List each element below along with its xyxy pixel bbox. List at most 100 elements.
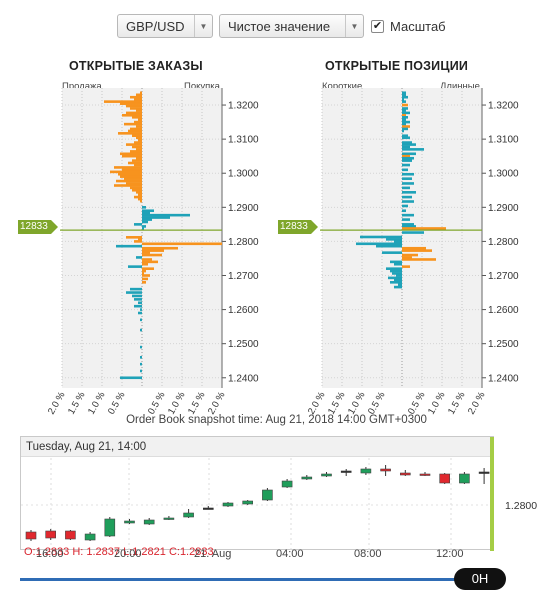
depth-bar [140,318,142,322]
positions-long-label: Длинные [440,81,480,92]
depth-bar [402,109,406,112]
depth-bar [402,103,408,107]
candle-body [203,507,214,510]
depth-bar [390,269,402,273]
depth-bar [120,152,142,156]
candle-body [84,533,96,541]
depth-bar [136,93,142,97]
depth-bar [386,267,402,270]
depth-bar [126,111,142,115]
depth-bar [402,141,412,144]
depth-bar [130,127,142,131]
price-history-chart[interactable]: Tuesday, Aug 21, 14:00 1.2800 [20,436,537,551]
depth-bar [130,150,142,153]
depth-bar [142,213,190,217]
timeline-slider-track[interactable] [20,578,458,581]
timeline-slider-handle[interactable]: 0H [454,568,506,590]
depth-bar [140,91,142,95]
depth-bar [134,298,142,301]
depth-bar [402,116,408,119]
depth-bar [402,95,408,99]
y-tick-label: 1.2900 [228,203,259,214]
depth-bar [130,186,142,190]
depth-bar [402,129,404,133]
depth-bar [402,191,416,194]
depth-bar [134,141,142,144]
y-tick-label: 1.3000 [228,169,259,180]
depth-bar [402,156,414,160]
depth-bar [382,251,402,254]
depth-bar [110,170,142,174]
depth-bar [142,209,154,213]
depth-bar [116,179,142,183]
depth-bar [136,148,142,151]
depth-bar [136,256,142,259]
y-tick-label: 1.2700 [488,271,519,282]
depth-bar [136,156,142,160]
depth-bar [402,195,412,199]
candle-body [419,473,431,476]
positions-current-price: 12833 [278,220,311,234]
depth-bar [134,223,142,226]
depth-bar [140,199,142,203]
y-tick-label: 1.3100 [228,135,259,146]
depth-bar [402,107,408,110]
depth-bar [402,218,410,221]
depth-bar [402,213,414,217]
depth-bar [136,136,142,140]
depth-bar [140,369,142,373]
depth-bar [126,143,142,146]
depth-bar [402,134,408,138]
y-tick-label: 1.2400 [228,373,259,384]
depth-bar [134,304,142,308]
depth-bar [402,159,412,162]
depth-bar [128,129,142,133]
currency-pair-value: GBP/USD [126,18,185,34]
depth-bar [104,100,142,103]
depth-bar [402,143,416,146]
depth-bar [402,154,410,158]
y-tick-label: 1.2800 [488,237,519,248]
y-tick-label: 1.3100 [488,135,519,146]
y-tick-label: 1.2400 [488,373,519,384]
depth-bar [402,253,418,257]
depth-bar [142,225,146,228]
y-tick-label: 1.2600 [488,305,519,316]
scale-checkbox[interactable]: ✔ [371,19,384,33]
depth-bar [126,104,142,108]
depth-bar [118,132,142,135]
depth-bar [126,182,142,185]
depth-bar [142,211,150,215]
depth-bar [140,308,142,311]
depth-bar [136,125,142,128]
depth-bar [402,168,408,172]
depth-bar [120,102,142,105]
depth-bar [140,345,142,349]
depth-bar [142,249,164,252]
depth-bar [132,159,142,162]
candle-body [65,530,76,540]
candle-body [301,476,313,480]
mode-select[interactable]: Чистое значение ▼ [219,14,364,38]
depth-bar [402,148,424,151]
depth-bar [402,186,410,190]
candle-body [321,473,332,477]
candle-chart-svg: 1.2800 [21,437,537,551]
depth-bar [402,177,412,180]
depth-bar [390,260,402,264]
depth-bar [138,193,142,197]
depth-bar [134,120,142,124]
depth-bar [138,311,142,315]
candle-body [439,473,451,484]
currency-pair-select[interactable]: GBP/USD ▼ [117,14,213,38]
depth-bar [142,269,146,273]
depth-bar [128,161,142,165]
depth-bar [402,225,416,228]
depth-bar [142,227,144,231]
depth-bar [388,276,402,280]
depth-bar [402,91,406,95]
depth-bar [402,227,446,230]
candle-body [183,512,194,518]
depth-bar [132,188,142,192]
candle-body [104,518,116,537]
